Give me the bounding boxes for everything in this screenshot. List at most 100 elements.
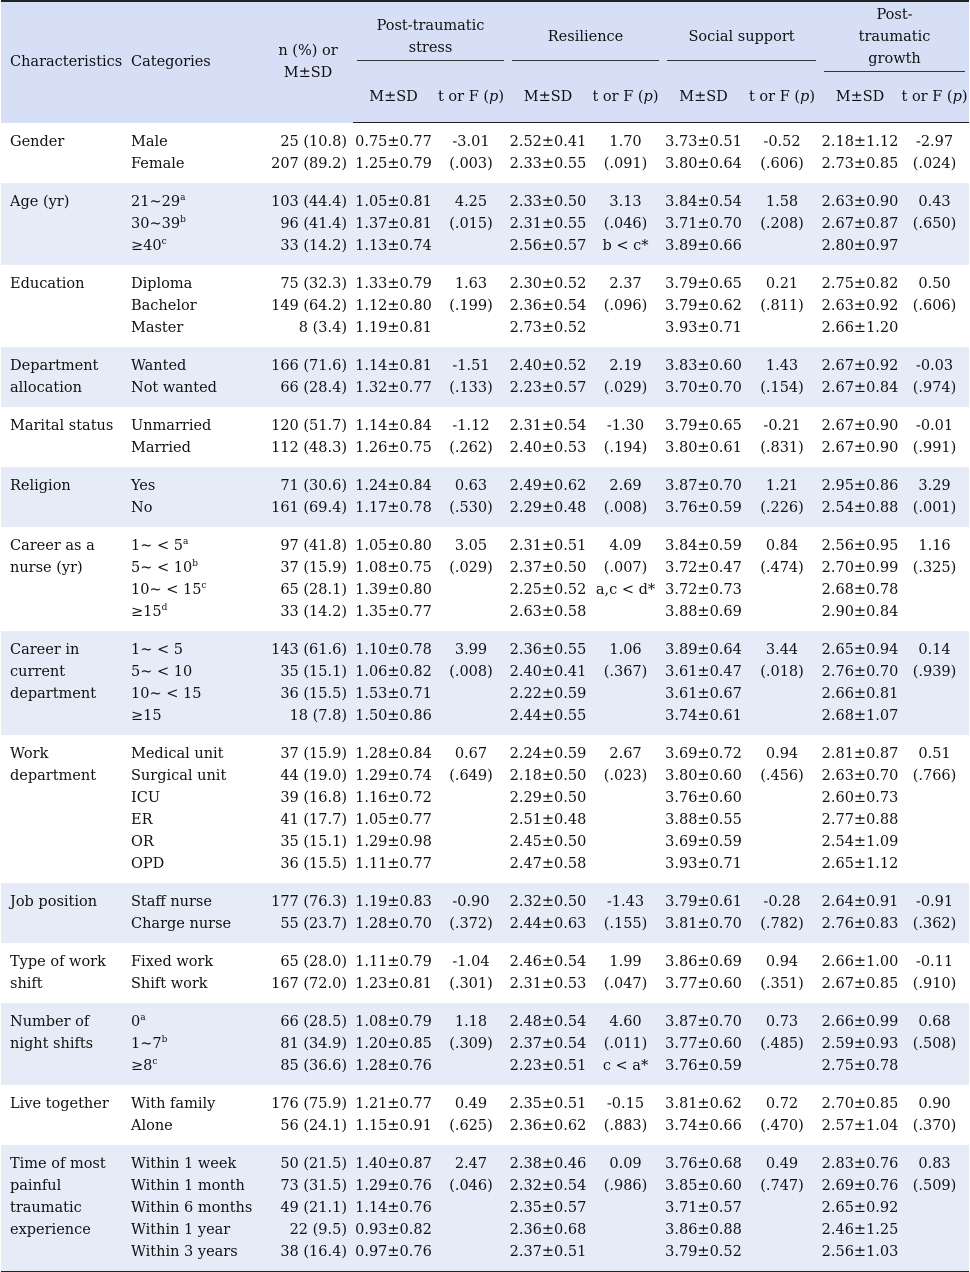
category-label: ≥8c — [131, 1057, 158, 1075]
category-label: Married — [131, 440, 191, 456]
social-support-stat-cell: 0.94 (.351) — [760, 954, 804, 992]
categories-cell: Staff nurse Charge nurse — [122, 883, 263, 943]
header-group-social-support: Social support — [663, 0, 821, 72]
social-support-stat-cell: 0.72 (.470) — [760, 1096, 804, 1134]
category-label: Bachelor — [131, 298, 197, 314]
pts-stat-cell: -1.04 (.301) — [449, 954, 493, 992]
category-label: No — [131, 500, 153, 516]
table-row: Marital status Unmarried Married 120 (51.7)… — [1, 407, 969, 467]
social-support-stat-cell: -0.28 (.782) — [744, 883, 821, 943]
ptg-stat-cell: 0.14 (.939) — [900, 631, 970, 735]
resilience-stat-cell: 0.09 (.986) — [588, 1145, 664, 1272]
social-support-stat-cell: -0.21 (.831) — [760, 418, 804, 456]
category-label: Male — [131, 133, 168, 150]
resilience-mean-cell: 2.24±0.59 2.18±0.50 2.29±0.50 2.51±0.48 2.45… — [509, 746, 587, 872]
category-label: Within 1 month — [131, 1178, 245, 1194]
category-label: Unmarried — [131, 418, 212, 434]
resilience-mean-cell: 2.31±0.51 2.37±0.50 2.25±0.52 2.63±0.58 — [509, 538, 587, 620]
category-label: 21~29a — [131, 193, 186, 211]
table-row: Age (yr) 21~29a 30~39b ≥40c 103 (44.4) 96 (41… — [1, 183, 970, 265]
n-cell: 66 (28.5) 81 (34.9) 85 (36.6) — [263, 1003, 353, 1085]
subheader-msd: M±SD — [663, 72, 745, 123]
social-support-stat-cell: 1.43 (.154) — [744, 347, 821, 407]
category-label: Shift work — [131, 976, 208, 992]
n-cell: 176 (75.9) 56 (24.1) — [271, 1096, 347, 1134]
header-group-resilience: Resilience — [508, 0, 664, 72]
ptg-stat-cell: 0.68 (.508) — [900, 1003, 970, 1085]
characteristic-cell: Age (yr) — [1, 183, 122, 265]
subheader-stat: t or F (p) — [744, 72, 821, 123]
n-cell: 143 (61.6) 35 (15.1) 36 (15.5) 18 (7.8) — [263, 631, 353, 735]
subheader-msd: M±SD — [820, 72, 901, 123]
n-cell: 65 (28.0) 167 (72.0) — [271, 954, 347, 992]
pts-mean-cell: 1.19±0.83 1.28±0.70 — [353, 883, 434, 943]
social-support-mean-cell: 3.76±0.68 3.85±0.60 3.71±0.57 3.86±0.88 3.79… — [663, 1145, 745, 1272]
header-categories: Categories — [122, 0, 263, 123]
category-label: Within 1 week — [131, 1156, 237, 1172]
categories-cell: Unmarried Married — [122, 407, 263, 467]
category-label: Yes — [131, 478, 156, 494]
pts-stat-cell: 1.18 (.309) — [434, 1003, 508, 1085]
category-label: OPD — [131, 856, 165, 872]
category-label: With family — [131, 1096, 216, 1112]
social-support-mean-cell: 3.83±0.60 3.70±0.70 — [663, 347, 745, 407]
categories-cell: 1~ < 5 5~ < 10 10~ < 15 ≥15 — [122, 631, 263, 735]
ptg-mean-cell: 2.63±0.90 2.67±0.87 2.80±0.97 — [820, 183, 901, 265]
resilience-stat-cell: 4.09 (.007) a,c < d* — [595, 538, 656, 598]
characteristic-cell: Career in current department — [1, 631, 122, 735]
table-row: Job position Staff nurse Charge nurse 177 (… — [1, 883, 970, 943]
category-label: Medical unit — [131, 746, 224, 762]
characteristic-cell: Type of work shift — [10, 954, 106, 992]
social-support-mean-cell: 3.89±0.64 3.61±0.47 3.61±0.67 3.74±0.61 — [663, 631, 745, 735]
social-support-mean-cell: 3.79±0.65 3.79±0.62 3.93±0.71 — [665, 276, 742, 336]
category-label: 30~39b — [131, 215, 186, 233]
header-group-pts: Post-traumatic stress — [353, 0, 508, 72]
n-cell: 25 (10.8) 207 (89.2) — [271, 133, 347, 172]
characteristic-cell: Work department — [10, 746, 97, 784]
n-cell: 97 (41.8) 37 (15.9) 65 (28.1) 33 (14.2) — [280, 538, 347, 620]
ptg-mean-cell: 2.67±0.90 2.67±0.90 — [821, 418, 899, 456]
social-support-mean-cell: 3.79±0.61 3.81±0.70 — [663, 883, 745, 943]
ptg-mean-cell: 2.56±0.95 2.70±0.99 2.68±0.78 2.90±0.84 — [821, 538, 899, 620]
ptg-stat-cell: 0.50 (.606) — [912, 276, 957, 314]
category-label: Master — [131, 320, 184, 336]
pts-mean-cell: 1.08±0.79 1.20±0.85 1.28±0.76 — [353, 1003, 434, 1085]
social-support-stat-cell: 0.73 (.485) — [744, 1003, 821, 1085]
social-support-mean-cell: 3.79±0.65 3.80±0.61 — [665, 418, 742, 456]
ptg-stat-cell: -2.97 (.024) — [912, 134, 957, 172]
characteristic-cell: Department allocation — [1, 347, 122, 407]
characteristic-cell: Job position — [1, 883, 122, 943]
header-n: n (%) or M±SD — [263, 0, 353, 123]
resilience-stat-cell: -1.30 (.194) — [603, 418, 648, 456]
pts-mean-cell: 1.33±0.79 1.12±0.80 1.19±0.81 — [355, 276, 432, 336]
ptg-stat-cell: 0.43 (.650) — [900, 183, 970, 265]
ptg-mean-cell: 2.83±0.76 2.69±0.76 2.65±0.92 2.46±1.25 2.56… — [820, 1145, 901, 1272]
category-label: Diploma — [131, 276, 193, 292]
n-cell: 71 (30.6) 161 (69.4) — [263, 467, 353, 527]
subheader-stat: t or F (p) — [588, 72, 664, 123]
resilience-stat-cell: 2.69 (.008) — [588, 467, 664, 527]
pts-mean-cell: 1.24±0.84 1.17±0.78 — [353, 467, 434, 527]
category-label: ICU — [131, 790, 161, 806]
pts-mean-cell: 0.75±0.77 1.25±0.79 — [355, 134, 432, 172]
n-cell: 50 (21.5) 73 (31.5) 49 (21.1) 22 (9.5) 38 (1… — [263, 1145, 353, 1272]
category-label: Within 1 year — [131, 1222, 231, 1238]
resilience-stat-cell: 2.19 (.029) — [588, 347, 664, 407]
table-row: Live together With family Alone 176 (75.9) 5… — [1, 1085, 969, 1145]
resilience-mean-cell: 2.30±0.52 2.36±0.54 2.73±0.52 — [509, 276, 587, 336]
pts-stat-cell: -1.51 (.133) — [434, 347, 508, 407]
ptg-stat-cell: -0.91 (.362) — [900, 883, 970, 943]
category-label: Wanted — [131, 358, 187, 374]
pts-stat-cell: 0.67 (.649) — [449, 746, 493, 784]
resilience-stat-cell: 1.06 (.367) — [588, 631, 664, 735]
characteristic-cell: Religion — [1, 467, 122, 527]
pts-mean-cell: 1.14±0.81 1.32±0.77 — [353, 347, 434, 407]
resilience-mean-cell: 2.36±0.55 2.40±0.41 2.22±0.59 2.44±0.55 — [508, 631, 588, 735]
category-label: ER — [131, 812, 153, 828]
categories-cell: Male Female — [122, 123, 263, 184]
table-row: Career in current department 1~ < 5 5~ < 1… — [1, 631, 970, 735]
category-label: 5~ < 10 — [131, 664, 193, 680]
resilience-stat-cell: 4.60 (.011) c < a* — [588, 1003, 664, 1085]
pts-stat-cell: 0.49 (.625) — [449, 1096, 493, 1134]
